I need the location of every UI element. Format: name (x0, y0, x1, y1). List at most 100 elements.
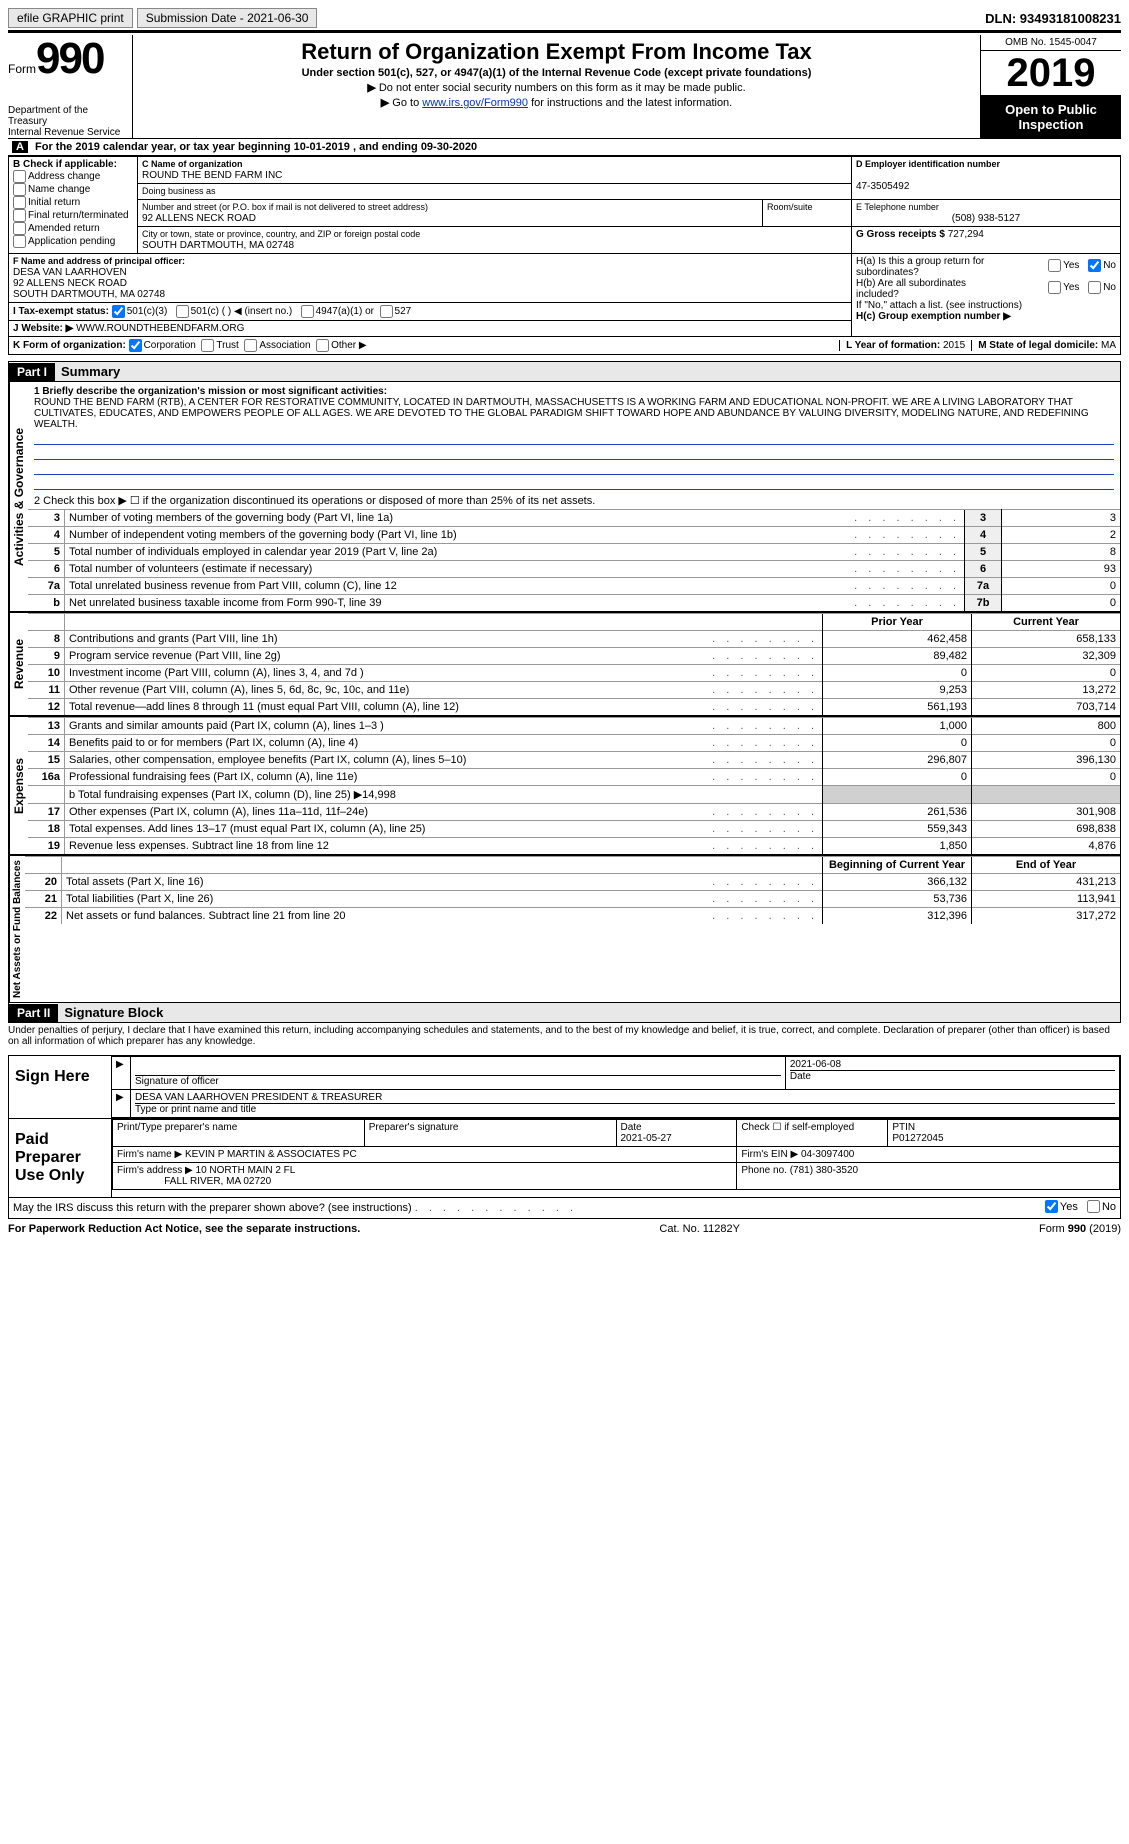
line1-label: 1 Briefly describe the organization's mi… (34, 386, 387, 397)
boxI-label: I Tax-exempt status: (13, 306, 109, 317)
type-name-label: Type or print name and title (135, 1103, 1115, 1115)
ptin: P01272045 (892, 1133, 943, 1144)
instr-goto-pre: Go to (392, 97, 422, 109)
table-row: bNet unrelated business taxable income f… (28, 595, 1120, 612)
cb-corp[interactable] (129, 339, 142, 352)
cb-assoc[interactable] (244, 339, 257, 352)
side-netassets: Net Assets or Fund Balances (9, 856, 25, 1002)
instr-link[interactable]: www.irs.gov/Form990 (422, 97, 528, 109)
cb-527[interactable] (380, 305, 393, 318)
period-end: 09-30-2020 (421, 141, 477, 153)
table-row: 16aProfessional fundraising fees (Part I… (28, 769, 1120, 786)
cb-app-pending[interactable] (13, 235, 26, 248)
gross-receipts: 727,294 (948, 229, 984, 240)
firm-name-label: Firm's name ▶ (117, 1149, 182, 1160)
cb-other[interactable] (316, 339, 329, 352)
officer-addr2: SOUTH DARTMOUTH, MA 02748 (13, 289, 165, 300)
discuss-row: May the IRS discuss this return with the… (8, 1198, 1121, 1219)
cb-hb-no[interactable] (1088, 281, 1101, 294)
side-revenue: Revenue (9, 613, 28, 715)
cb-name-change[interactable] (13, 183, 26, 196)
firm-phone: (781) 380-3520 (790, 1165, 858, 1176)
lbl-app-pending: Application pending (28, 236, 115, 247)
form-ref: Form 990 (2019) (1039, 1223, 1121, 1235)
officer-name: DESA VAN LAARHOVEN (13, 267, 127, 278)
table-row: 22Net assets or fund balances. Subtract … (25, 908, 1120, 925)
paid-preparer-block: Paid Preparer Use Only Print/Type prepar… (8, 1119, 1121, 1198)
cb-trust[interactable] (201, 339, 214, 352)
lbl-501c3: 501(c)(3) (127, 306, 168, 317)
website: WWW.ROUNDTHEBENDFARM.ORG (76, 323, 244, 334)
period-prefix: For the 2019 calendar year, or tax year … (35, 141, 294, 153)
cb-discuss-yes[interactable] (1045, 1200, 1058, 1213)
table-row: 4Number of independent voting members of… (28, 527, 1120, 544)
cb-hb-yes[interactable] (1048, 281, 1061, 294)
expense-table: 13Grants and similar amounts paid (Part … (28, 717, 1120, 854)
table-row: 13Grants and similar amounts paid (Part … (28, 718, 1120, 735)
boxK-label: K Form of organization: (13, 340, 126, 351)
lbl-assoc: Association (259, 340, 310, 351)
cb-ha-yes[interactable] (1048, 259, 1061, 272)
part2-header: Part II (9, 1004, 58, 1022)
topbar: efile GRAPHIC print Submission Date - 20… (8, 8, 1121, 28)
part1-header: Part I (9, 363, 55, 381)
firm-ein: 04-3097400 (801, 1149, 854, 1160)
revenue-table: Prior Year Current Year 8Contributions a… (28, 613, 1120, 715)
omb-number: OMB No. 1545-0047 (981, 35, 1121, 51)
mission-text: ROUND THE BEND FARM (RTB), A CENTER FOR … (34, 397, 1089, 430)
cb-ha-no[interactable] (1088, 259, 1101, 272)
check-self: Check ☐ if self-employed (741, 1122, 854, 1133)
street: 92 ALLENS NECK ROAD (142, 213, 256, 224)
boxF-label: F Name and address of principal officer: (13, 256, 185, 266)
city: SOUTH DARTMOUTH, MA 02748 (142, 240, 294, 251)
firm-name: KEVIN P MARTIN & ASSOCIATES PC (185, 1149, 357, 1160)
cb-initial-return[interactable] (13, 196, 26, 209)
boxG-label: G Gross receipts $ (856, 229, 945, 240)
governance-table: 3Number of voting members of the governi… (28, 509, 1120, 611)
table-row: 21Total liabilities (Part X, line 26) . … (25, 891, 1120, 908)
table-row: 3Number of voting members of the governi… (28, 510, 1120, 527)
dba-label: Doing business as (142, 186, 216, 196)
lbl-501c: 501(c) ( ) ◀ (insert no.) (191, 306, 293, 317)
org-name: ROUND THE BEND FARM INC (142, 170, 282, 181)
dln: DLN: 93493181008231 (985, 11, 1121, 26)
table-row: 19Revenue less expenses. Subtract line 1… (28, 838, 1120, 855)
table-row: 9Program service revenue (Part VIII, lin… (28, 648, 1120, 665)
cb-discuss-no[interactable] (1087, 1200, 1100, 1213)
prep-date: 2021-05-27 (621, 1133, 672, 1144)
date-label: Date (790, 1070, 1115, 1082)
lbl-4947: 4947(a)(1) or (316, 306, 374, 317)
cb-4947[interactable] (301, 305, 314, 318)
boxHc-label: H(c) Group exemption number ▶ (856, 311, 1116, 322)
cb-address-change[interactable] (13, 170, 26, 183)
lbl-trust: Trust (216, 340, 238, 351)
form-word: Form (8, 62, 36, 76)
boxL-label: L Year of formation: (846, 340, 940, 351)
prep-name-label: Print/Type preparer's name (117, 1122, 237, 1133)
year-formation: 2015 (943, 340, 965, 351)
form-title: Return of Organization Exempt From Incom… (141, 39, 972, 65)
ein: 47-3505492 (856, 181, 909, 192)
lbl-final-return: Final return/terminated (28, 210, 129, 221)
firm-addr1: 10 NORTH MAIN 2 FL (196, 1165, 296, 1176)
part1-title: Summary (55, 362, 1120, 381)
col-curr: Current Year (972, 614, 1121, 631)
cb-final-return[interactable] (13, 209, 26, 222)
side-expenses: Expenses (9, 717, 28, 854)
cb-501c[interactable] (176, 305, 189, 318)
cb-501c3[interactable] (112, 305, 125, 318)
table-row: 18Total expenses. Add lines 13–17 (must … (28, 821, 1120, 838)
table-row: 11Other revenue (Part VIII, column (A), … (28, 682, 1120, 699)
cb-amended[interactable] (13, 222, 26, 235)
col-prior: Prior Year (823, 614, 972, 631)
declaration: Under penalties of perjury, I declare th… (8, 1023, 1121, 1049)
boxHa-label: H(a) Is this a group return for subordin… (856, 256, 1006, 278)
period-mid: , and ending (353, 141, 421, 153)
room-label: Room/suite (767, 202, 813, 212)
street-label: Number and street (or P.O. box if mail i… (142, 202, 428, 212)
boxHb-label: H(b) Are all subordinates included? (856, 278, 1006, 300)
cat-no: Cat. No. 11282Y (659, 1223, 740, 1235)
prep-sig-label: Preparer's signature (369, 1122, 459, 1133)
form-header: Form 990 Department of the Treasury Inte… (8, 35, 1121, 138)
table-row: 7aTotal unrelated business revenue from … (28, 578, 1120, 595)
